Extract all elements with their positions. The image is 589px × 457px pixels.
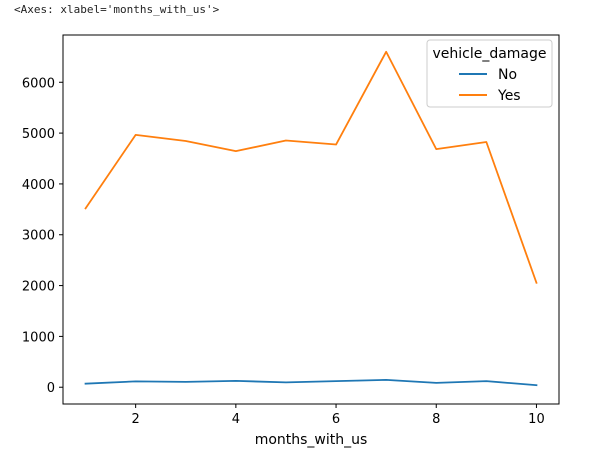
legend-title: vehicle_damage xyxy=(432,46,546,62)
x-axis: 2 4 6 8 10 xyxy=(132,404,545,427)
y-axis: 0 1000 2000 3000 4000 5000 6000 xyxy=(22,76,63,396)
legend-label-no: No xyxy=(498,67,517,83)
x-tick-label: 4 xyxy=(232,412,240,427)
y-tick-label: 0 xyxy=(47,381,55,396)
x-tick-label: 10 xyxy=(528,412,545,427)
legend: vehicle_damage No Yes xyxy=(426,39,553,108)
legend-label-yes: Yes xyxy=(497,88,521,104)
x-tick-label: 6 xyxy=(332,412,340,427)
y-tick-label: 5000 xyxy=(22,127,55,142)
x-tick-label: 2 xyxy=(132,412,140,427)
y-tick-label: 2000 xyxy=(22,280,55,295)
output-repr-text: <Axes: xlabel='months_with_us'> xyxy=(14,3,220,16)
y-tick-label: 4000 xyxy=(22,178,55,193)
x-axis-label: months_with_us xyxy=(255,432,368,448)
y-tick-label: 3000 xyxy=(22,229,55,244)
y-tick-label: 1000 xyxy=(22,330,55,345)
legend-box xyxy=(426,39,553,108)
series-line-no xyxy=(84,378,538,387)
plot-frame xyxy=(62,34,560,405)
y-tick-label: 6000 xyxy=(22,76,55,91)
series-line-yes xyxy=(84,50,538,284)
series-layer xyxy=(84,50,538,387)
x-tick-label: 8 xyxy=(432,412,440,427)
